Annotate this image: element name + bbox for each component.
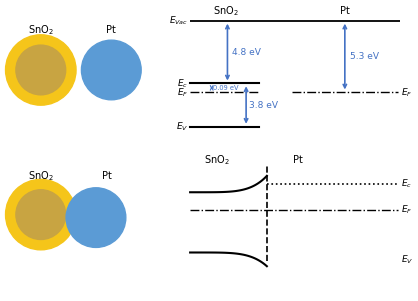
Ellipse shape — [82, 40, 141, 100]
Text: $E_c$: $E_c$ — [401, 178, 412, 190]
Text: 4.8 eV: 4.8 eV — [232, 48, 261, 57]
Ellipse shape — [16, 190, 66, 240]
Text: 3.8 eV: 3.8 eV — [250, 101, 278, 110]
Text: $E_V$: $E_V$ — [176, 120, 188, 133]
Ellipse shape — [66, 188, 126, 247]
Text: $E_F$: $E_F$ — [177, 86, 188, 99]
Text: SnO$_2$: SnO$_2$ — [204, 153, 230, 167]
Text: $E_F$: $E_F$ — [401, 204, 412, 216]
Ellipse shape — [5, 179, 76, 250]
Text: Pt: Pt — [102, 171, 112, 181]
Text: Pt: Pt — [340, 6, 350, 16]
Text: $E_V$: $E_V$ — [401, 253, 413, 265]
Text: SnO$_2$: SnO$_2$ — [28, 23, 54, 37]
Text: 0.09 eV: 0.09 eV — [213, 85, 238, 91]
Ellipse shape — [16, 45, 66, 95]
Text: $E_F$: $E_F$ — [401, 86, 412, 99]
Text: $E_{Vac}$: $E_{Vac}$ — [169, 14, 188, 27]
Text: Pt: Pt — [293, 155, 303, 165]
Text: Pt: Pt — [106, 25, 116, 35]
Ellipse shape — [5, 35, 76, 105]
Text: 5.3 eV: 5.3 eV — [350, 52, 379, 61]
Text: $E_c$: $E_c$ — [177, 77, 188, 90]
Text: SnO$_2$: SnO$_2$ — [28, 169, 54, 183]
Text: SnO$_2$: SnO$_2$ — [212, 4, 238, 18]
